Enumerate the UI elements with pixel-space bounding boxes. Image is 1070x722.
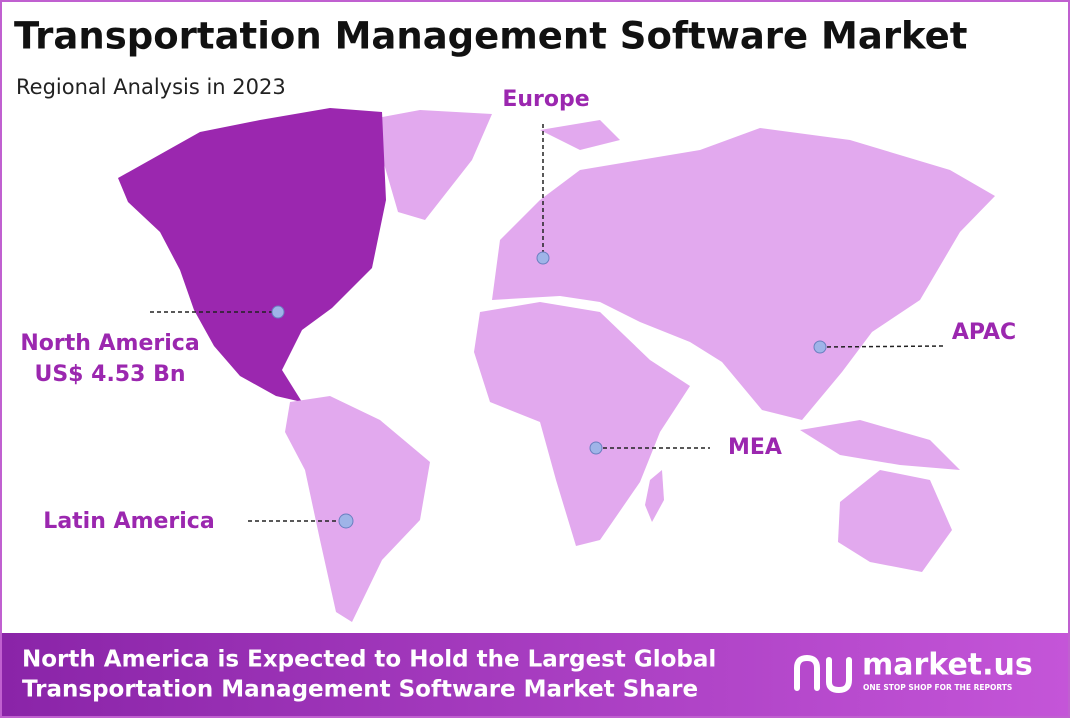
southeast-asia (800, 420, 960, 470)
region-label: Latin America (43, 509, 214, 534)
marker (338, 513, 354, 529)
logo-shape (826, 657, 852, 694)
africa (474, 302, 690, 546)
marker (536, 251, 550, 265)
world-map (118, 108, 995, 622)
marker (589, 441, 603, 455)
logo-tagline: ONE STOP SHOP FOR THE REPORTS (863, 683, 1012, 692)
marker (271, 305, 285, 319)
footer-bar (2, 633, 1068, 716)
logo-name: market.us (862, 648, 1033, 683)
north-america (118, 108, 386, 402)
footer-text: North America is Expected to Hold the La… (22, 647, 716, 673)
region-label: Europe (502, 87, 589, 112)
footer-text: Transportation Management Software Marke… (22, 677, 698, 703)
region-label: APAC (952, 320, 1016, 345)
arctic-isles (540, 120, 620, 150)
region-label: MEA (728, 435, 782, 460)
australia (838, 470, 952, 572)
subtitle: Regional Analysis in 2023 (16, 75, 286, 99)
logo-shape (794, 654, 820, 691)
title: Transportation Management Software Marke… (14, 15, 967, 58)
region-value: US$ 4.53 Bn (34, 362, 185, 387)
eurasia (492, 128, 995, 420)
region-label: North America (20, 331, 199, 356)
madagascar (645, 470, 664, 522)
marker (813, 340, 827, 354)
greenland (355, 110, 492, 220)
markers (150, 124, 946, 529)
south-america (285, 396, 430, 622)
logo-icon (794, 654, 852, 694)
